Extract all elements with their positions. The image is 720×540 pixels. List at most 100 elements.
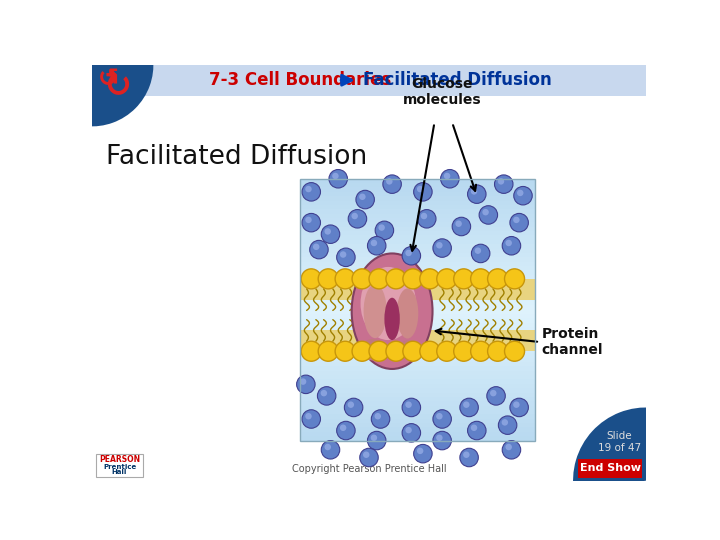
Circle shape [505,444,512,450]
Circle shape [340,251,346,258]
Circle shape [420,213,427,219]
Circle shape [402,398,420,417]
Circle shape [310,240,328,259]
Circle shape [301,341,321,361]
Bar [300,262,534,266]
Bar [300,319,534,323]
Bar [300,244,534,248]
Bar [300,327,534,332]
Circle shape [455,220,462,227]
Circle shape [433,410,451,428]
Bar [300,406,534,410]
Bar [300,248,534,253]
Circle shape [313,244,320,250]
Bar [300,336,534,340]
Bar [300,371,534,375]
Circle shape [300,379,306,385]
Circle shape [318,387,336,405]
Bar [300,235,534,240]
Bar [300,418,534,423]
Circle shape [325,228,331,235]
Circle shape [495,175,513,193]
Circle shape [503,237,521,255]
Circle shape [321,225,340,244]
Circle shape [371,240,377,246]
Circle shape [433,239,451,257]
Text: Facilitated Diffusion: Facilitated Diffusion [106,144,367,170]
Bar [300,257,534,262]
Bar [300,345,534,349]
Circle shape [505,269,525,289]
Circle shape [371,435,377,441]
Circle shape [301,269,321,289]
Circle shape [359,193,366,200]
Circle shape [320,390,327,396]
Circle shape [402,423,420,442]
Bar [300,200,534,205]
Bar [300,332,534,336]
Bar [300,401,534,406]
Text: ↺: ↺ [98,66,120,91]
Circle shape [471,269,490,289]
Circle shape [441,170,459,188]
Circle shape [337,248,355,267]
Circle shape [405,427,412,433]
Bar [300,279,534,284]
Circle shape [463,401,469,408]
Circle shape [444,173,450,179]
Circle shape [329,170,348,188]
Bar [300,183,534,187]
Bar [300,340,534,345]
Bar [300,309,534,314]
Bar [300,353,534,357]
Bar [300,414,534,418]
Text: Slide
19 of 47: Slide 19 of 47 [598,431,641,453]
Bar [300,210,534,214]
Ellipse shape [397,288,418,339]
Circle shape [452,217,471,236]
Circle shape [348,210,366,228]
Circle shape [332,173,338,179]
Circle shape [436,242,443,248]
Circle shape [471,188,477,194]
Bar [300,266,534,271]
Circle shape [517,190,523,196]
Bar [300,179,534,183]
Circle shape [335,269,355,289]
Circle shape [340,424,346,431]
Circle shape [318,341,338,361]
Circle shape [348,401,354,408]
Circle shape [463,451,469,458]
Circle shape [372,410,390,428]
Circle shape [321,441,340,459]
Circle shape [505,240,512,246]
Circle shape [297,375,315,394]
Bar [300,393,534,397]
Bar [300,231,534,235]
Circle shape [502,419,508,426]
Circle shape [414,183,432,201]
Circle shape [454,269,474,289]
Bar [300,271,534,275]
Circle shape [436,435,443,441]
Text: Protein
channel: Protein channel [541,327,603,357]
Ellipse shape [361,267,416,340]
Circle shape [305,186,312,192]
Circle shape [403,341,423,361]
Circle shape [379,224,385,231]
Ellipse shape [351,253,433,369]
Circle shape [352,269,372,289]
Circle shape [437,269,456,289]
Circle shape [367,237,386,255]
Circle shape [513,401,520,408]
Circle shape [337,421,355,440]
Circle shape [482,209,489,215]
Circle shape [386,341,406,361]
Circle shape [405,250,412,256]
Circle shape [433,431,451,450]
Circle shape [467,421,486,440]
Wedge shape [573,408,652,494]
Circle shape [363,451,369,458]
Bar [300,187,534,192]
Bar [300,397,534,401]
